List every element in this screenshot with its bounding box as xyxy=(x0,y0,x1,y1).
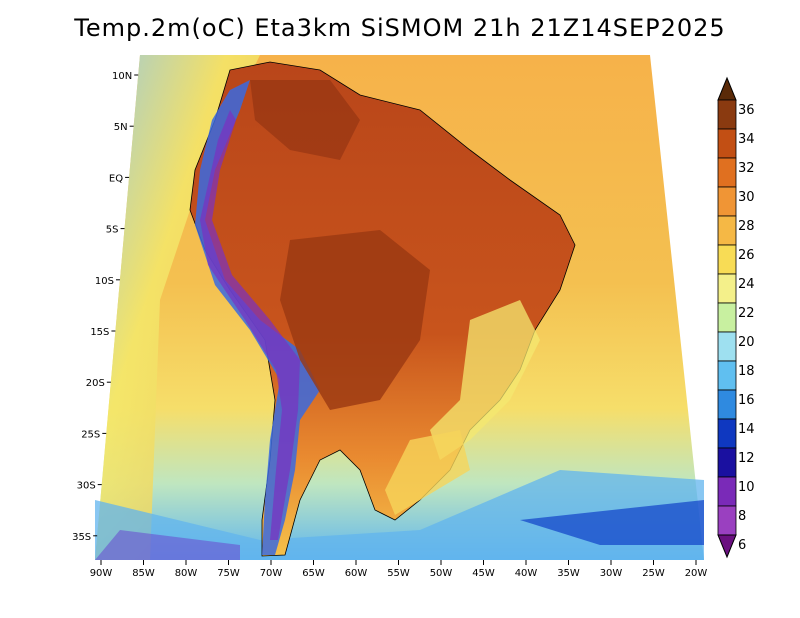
lat-tick-label: 10S xyxy=(95,276,114,287)
colorbar-label: 32 xyxy=(738,161,755,176)
colorbar-label: 36 xyxy=(738,103,755,118)
lon-tick-label: 80W xyxy=(175,568,198,579)
colorbar-segment xyxy=(717,128,737,159)
lat-tick-label: 35S xyxy=(72,532,91,543)
lat-tick-label: 5N xyxy=(114,122,128,133)
colorbar: 36 34 32 30 28 26 24 22 20 18 16 14 12 10 8 6 xyxy=(717,76,755,559)
colorbar-label: 6 xyxy=(738,538,746,553)
lon-tick-label: 45W xyxy=(472,568,495,579)
colorbar-segment xyxy=(717,360,737,391)
lon-tick-label: 60W xyxy=(345,568,368,579)
colorbar-segment xyxy=(717,418,737,449)
colorbar-label: 20 xyxy=(738,335,755,350)
colorbar-bottom-arrow xyxy=(717,534,737,559)
colorbar-segment xyxy=(717,505,737,536)
lat-tick-label: 30S xyxy=(77,481,96,492)
lon-tick-label: 25W xyxy=(642,568,665,579)
colorbar-segment xyxy=(717,215,737,246)
colorbar-label: 12 xyxy=(738,451,755,466)
lon-tick-label: 55W xyxy=(387,568,410,579)
longitude-axis: 90W 85W 80W 75W 70W 65W 60W 55W 50W 45W 40W 35W 30W 2… xyxy=(90,560,708,579)
colorbar-segment xyxy=(717,244,737,275)
colorbar-label: 18 xyxy=(738,364,755,379)
colorbar-label: 16 xyxy=(738,393,755,408)
colorbar-label: 22 xyxy=(738,306,755,321)
colorbar-label: 24 xyxy=(738,277,755,292)
colorbar-segment xyxy=(717,476,737,507)
colorbar-segment xyxy=(717,389,737,420)
colorbar-segment xyxy=(717,331,737,362)
colorbar-segment xyxy=(717,99,737,130)
lon-tick-label: 65W xyxy=(302,568,325,579)
lon-tick-label: 20W xyxy=(685,568,708,579)
lat-tick-label: 20S xyxy=(86,378,105,389)
colorbar-segment xyxy=(717,302,737,333)
temperature-field xyxy=(95,55,705,560)
lon-tick-label: 70W xyxy=(260,568,283,579)
lon-tick-label: 30W xyxy=(600,568,623,579)
colorbar-top-arrow xyxy=(717,76,737,101)
lat-tick-label: 5S xyxy=(106,225,119,236)
map-title: Temp.2m(oC) Eta3km SiSMOM 21h 21Z14SEP20… xyxy=(74,14,726,42)
colorbar-segment xyxy=(717,447,737,478)
lat-tick-label: 25S xyxy=(81,429,100,440)
colorbar-label: 10 xyxy=(738,480,755,495)
lon-tick-label: 40W xyxy=(515,568,538,579)
lat-tick-label: 15S xyxy=(90,327,109,338)
lat-tick-label: 10N xyxy=(112,71,132,82)
lon-tick-label: 90W xyxy=(90,568,113,579)
colorbar-label: 28 xyxy=(738,219,755,234)
lat-tick-label: EQ xyxy=(109,173,123,184)
colorbar-label: 34 xyxy=(738,132,755,147)
colorbar-label: 14 xyxy=(738,422,755,437)
colorbar-segment xyxy=(717,273,737,304)
colorbar-label: 26 xyxy=(738,248,755,263)
lon-tick-label: 75W xyxy=(217,568,240,579)
lon-tick-label: 85W xyxy=(132,568,155,579)
lon-tick-label: 35W xyxy=(557,568,580,579)
colorbar-label: 8 xyxy=(738,509,746,524)
colorbar-label: 30 xyxy=(738,190,755,205)
colorbar-segment xyxy=(717,186,737,217)
lon-tick-label: 50W xyxy=(430,568,453,579)
colorbar-segment xyxy=(717,157,737,188)
latitude-axis: 10N 5N EQ 5S 10S 15S 20S 25S 30S 35S xyxy=(72,71,139,543)
